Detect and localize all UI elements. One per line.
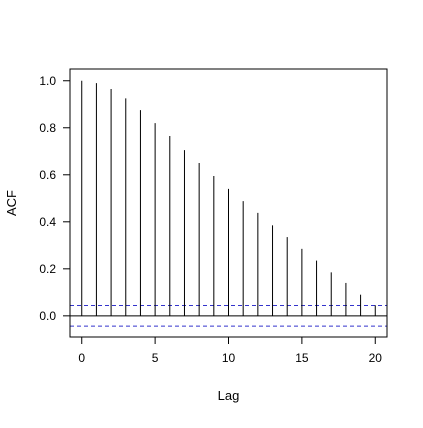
- x-tick-label: 10: [222, 351, 236, 365]
- y-tick-label: 0.0: [39, 309, 56, 323]
- plot-marks: [70, 80, 387, 327]
- y-axis-title: ACF: [4, 190, 19, 216]
- x-tick-label: 15: [295, 351, 309, 365]
- y-tick-label: 0.2: [39, 262, 56, 276]
- x-axis-title: Lag: [218, 388, 240, 403]
- plot-axes: 0 5 10 15 20 0.0 0.2 0.4 0.6 0.8 1.0: [39, 68, 388, 365]
- x-tick-label: 0: [78, 351, 85, 365]
- x-tick-label: 20: [369, 351, 383, 365]
- y-tick-label: 0.6: [39, 168, 56, 182]
- y-tick-label: 0.4: [39, 215, 56, 229]
- x-tick-label: 5: [152, 351, 159, 365]
- y-tick-label: 0.8: [39, 121, 56, 135]
- y-tick-label: 1.0: [39, 74, 56, 88]
